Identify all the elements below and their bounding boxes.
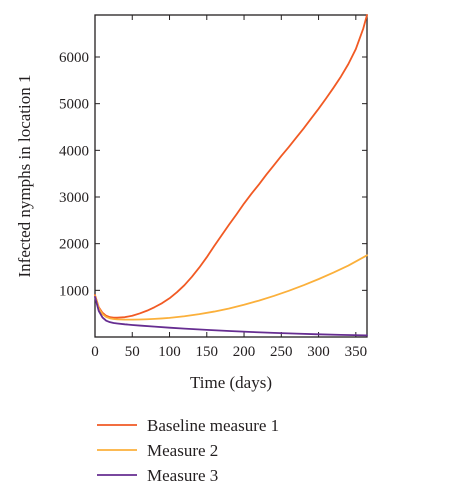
x-tick-label: 150: [196, 344, 219, 360]
plot-frame: [94, 14, 368, 338]
series-lines: [94, 14, 368, 337]
legend-label-1: Baseline measure 1: [147, 416, 279, 435]
x-axis-label: Time (days): [190, 373, 272, 392]
x-tick-label: 0: [91, 344, 99, 360]
x-tick-label: 100: [158, 344, 181, 360]
y-tick-label: 2000: [59, 237, 89, 253]
y-tick-label: 3000: [59, 190, 89, 206]
series-line-3: [94, 295, 368, 337]
legend-label-2: Measure 2: [147, 441, 218, 460]
y-tick-label: 6000: [59, 50, 89, 66]
series-line-1: [94, 14, 368, 319]
x-tick-label: 300: [307, 344, 330, 360]
series-line-2: [94, 254, 368, 321]
x-tick-label: 350: [345, 344, 368, 360]
legend-label-3: Measure 3: [147, 466, 218, 485]
y-tick-label: 1000: [59, 283, 89, 299]
x-tick-label: 200: [233, 344, 256, 360]
x-tick-label: 250: [270, 344, 293, 360]
y-tick-label: 4000: [59, 143, 89, 159]
x-tick-label: 50: [125, 344, 140, 360]
y-axis-label: Infected nymphs in location 1: [15, 74, 34, 277]
y-tick-label: 5000: [59, 97, 89, 113]
axis-ticks: 0 50 100 150 200 250 300 350 1000 2000 3000 4000 500…: [59, 15, 367, 360]
legend: Baseline measure 1 Measure 2 Measure 3: [97, 416, 279, 485]
